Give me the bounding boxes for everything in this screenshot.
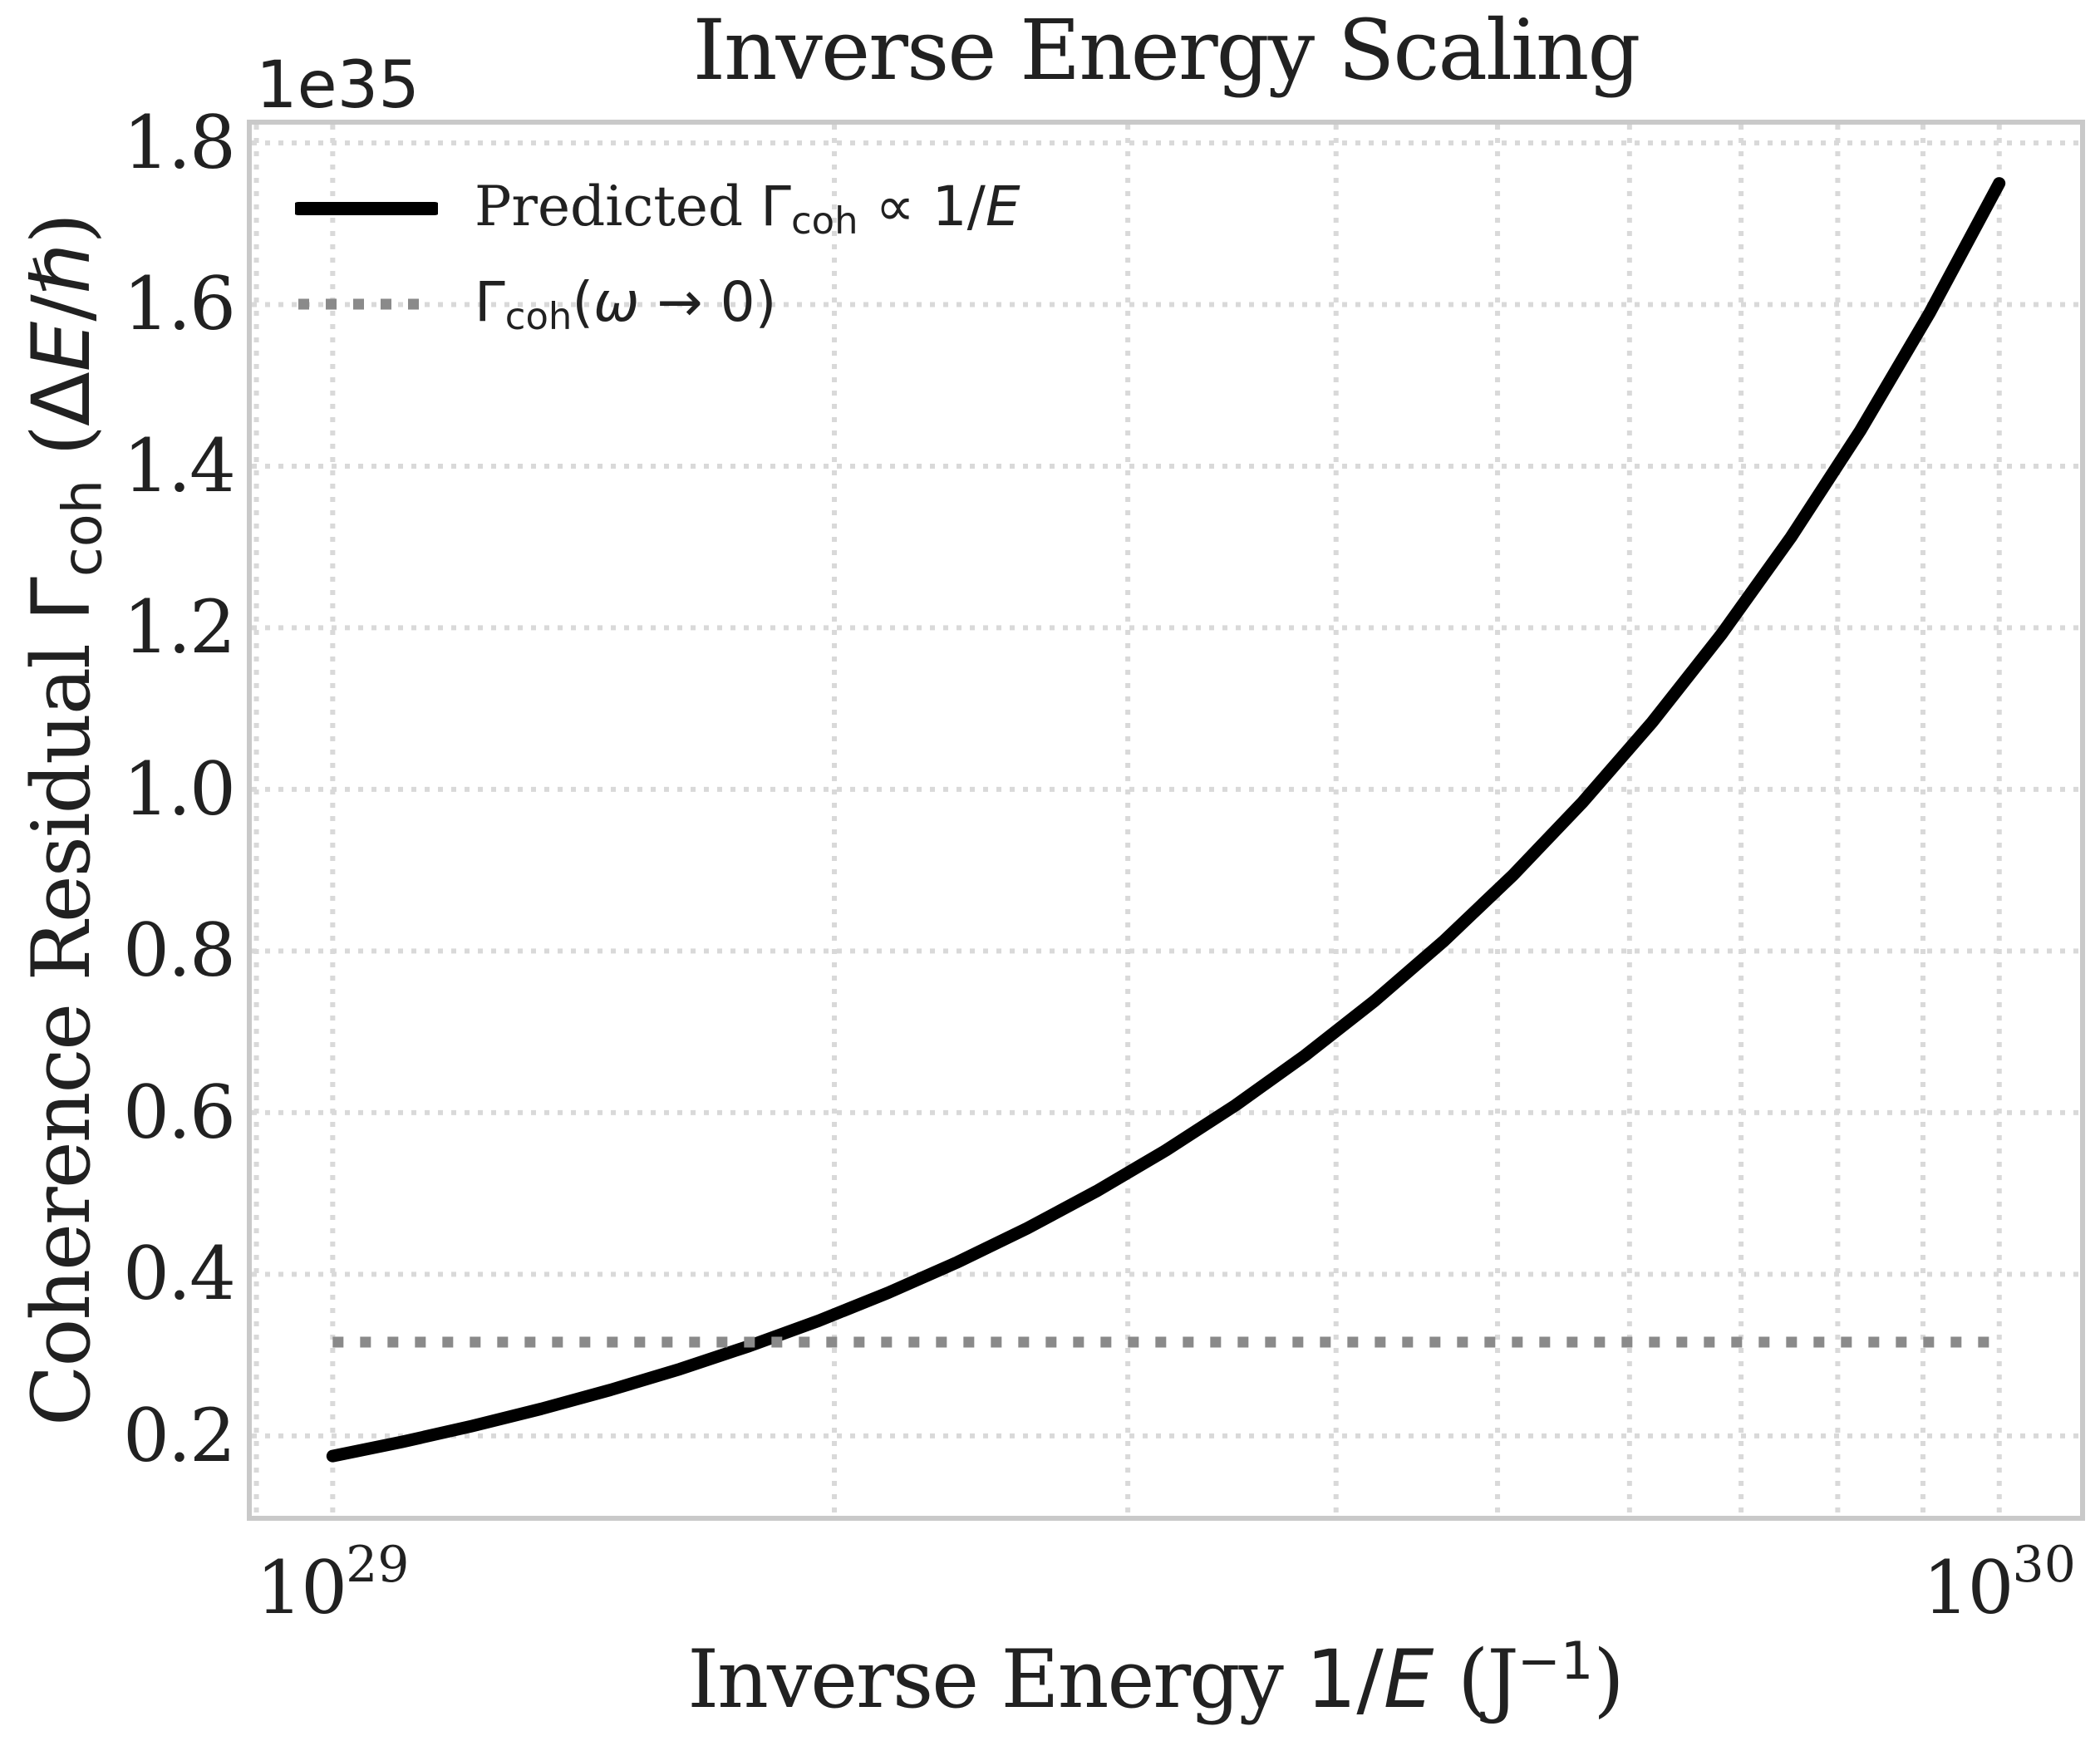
y-axis-label-text: Coherence Residual <box>15 621 108 1426</box>
axes-frame <box>247 120 2085 1521</box>
series-lines <box>326 177 2006 1463</box>
y-tick-label: 1.8 <box>123 99 236 185</box>
y-tick-label: 0.6 <box>123 1069 236 1155</box>
y-axis-offset-label: 1e35 <box>256 48 420 123</box>
y-tick-label: 1.4 <box>123 422 236 509</box>
gridlines <box>252 125 2080 1516</box>
x-axis-label-text: Inverse Energy <box>687 1633 1306 1726</box>
y-tick-label: 0.2 <box>123 1392 236 1478</box>
predicted-curve <box>326 177 2006 1463</box>
x-tick-label: 1030 <box>1922 1536 2076 1630</box>
y-tick-label: 1.6 <box>123 261 236 347</box>
x-axis-label: Inverse Energy 1/E (J−1) <box>687 1630 1625 1726</box>
y-axis-label: Coherence Residual Γcoh (ΔE/ℏ) <box>15 214 115 1426</box>
legend-label-predicted: Predicted Γcoh ∝ 1/E <box>475 175 1020 243</box>
legend-line-solid-sample <box>295 202 438 215</box>
y-tick-label: 1.0 <box>123 745 236 832</box>
y-tick-label: 0.8 <box>123 907 236 994</box>
legend-line-dotted-sample <box>298 298 435 310</box>
x-tick-label: 1029 <box>256 1536 410 1630</box>
legend-item-limit: Γcoh(ω → 0) <box>295 264 776 344</box>
chart-title: Inverse Energy Scaling <box>692 2 1641 99</box>
y-tick-label: 0.4 <box>123 1231 236 1317</box>
legend-item-predicted: Predicted Γcoh ∝ 1/E <box>295 169 1020 248</box>
y-tick-label: 1.2 <box>123 584 236 671</box>
legend-label-limit: Γcoh(ω → 0) <box>475 270 777 338</box>
